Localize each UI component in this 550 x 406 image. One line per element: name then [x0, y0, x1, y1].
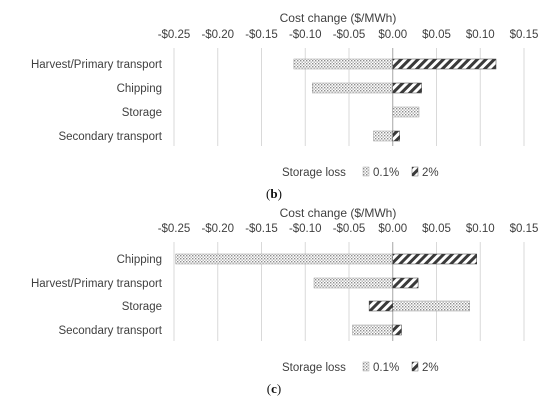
legend-entry: 0.1%: [373, 362, 399, 374]
bar-series-0-1pct: [313, 277, 393, 289]
x-tick-label: $0.05: [422, 223, 451, 235]
axis-title: Cost change ($/MWh): [280, 11, 397, 25]
x-tick-label: -$0.20: [201, 29, 234, 41]
axis-title: Cost change ($/MWh): [280, 206, 397, 220]
bar-series-2pct: [392, 253, 477, 265]
x-tick-label: -$0.15: [245, 29, 278, 41]
x-tick-label: $0.10: [466, 29, 495, 41]
x-tick-label: -$0.15: [245, 223, 278, 235]
bar-series-2pct: [368, 300, 393, 312]
category-label: Chipping: [117, 254, 162, 266]
legend-swatch-diagonal: [411, 166, 419, 177]
bar-series-0-1pct: [373, 130, 393, 142]
bar-series-2pct: [392, 130, 400, 142]
legend-entry: 2%: [422, 362, 439, 374]
bar-series-0-1pct: [175, 253, 393, 265]
x-tick-label: -$0.25: [158, 223, 191, 235]
x-tick-label: $0.15: [510, 29, 539, 41]
x-tick-label: -$0.20: [201, 223, 234, 235]
panel-label: (c): [267, 381, 281, 396]
bar-series-0-1pct: [293, 58, 393, 70]
bar-series-0-1pct: [392, 106, 420, 118]
legend-entry: 0.1%: [373, 167, 399, 179]
x-tick-label: $0.15: [510, 223, 539, 235]
bar-series-2pct: [392, 82, 422, 94]
x-tick-label: $0.00: [378, 223, 407, 235]
category-label: Storage: [122, 107, 162, 119]
bar-series-0-1pct: [392, 300, 470, 312]
bar-series-0-1pct: [312, 82, 393, 94]
category-label: Harvest/Primary transport: [31, 278, 163, 290]
x-tick-label: $0.10: [466, 223, 495, 235]
category-label: Harvest/Primary transport: [31, 59, 163, 71]
x-tick-label: -$0.10: [289, 223, 322, 235]
bar-series-2pct: [392, 277, 419, 289]
bar-series-2pct: [392, 324, 402, 336]
category-label: Chipping: [117, 83, 162, 95]
bar-series-0-1pct: [352, 324, 393, 336]
legend-title: Storage loss: [282, 362, 346, 374]
x-tick-label: -$0.05: [333, 223, 366, 235]
legend: Storage loss 0.1% 2%: [282, 361, 439, 374]
x-tick-label: -$0.10: [289, 29, 322, 41]
chart-panel-b: Cost change ($/MWh) -$0.25 -$0.20 -$0.15 -$0…: [31, 11, 538, 201]
bar-series-2pct: [392, 58, 497, 70]
category-label: Storage: [122, 301, 162, 313]
legend-swatch-dots: [362, 166, 370, 177]
x-tick-label: -$0.25: [158, 29, 191, 41]
legend-entry: 2%: [422, 167, 439, 179]
x-tick-label: $0.00: [378, 29, 407, 41]
x-tick-label: $0.05: [422, 29, 451, 41]
legend-swatch-diagonal: [411, 361, 419, 372]
legend-swatch-dots: [362, 361, 370, 372]
panel-label: (b): [266, 186, 282, 201]
legend-title: Storage loss: [282, 167, 346, 179]
legend: Storage loss 0.1% 2%: [282, 166, 439, 179]
category-label: Secondary transport: [58, 325, 162, 337]
category-label: Secondary transport: [58, 131, 162, 143]
x-tick-label: -$0.05: [333, 29, 366, 41]
chart-panel-c: Cost change ($/MWh) -$0.25 -$0.20 -$0.15 -$0…: [31, 206, 538, 396]
